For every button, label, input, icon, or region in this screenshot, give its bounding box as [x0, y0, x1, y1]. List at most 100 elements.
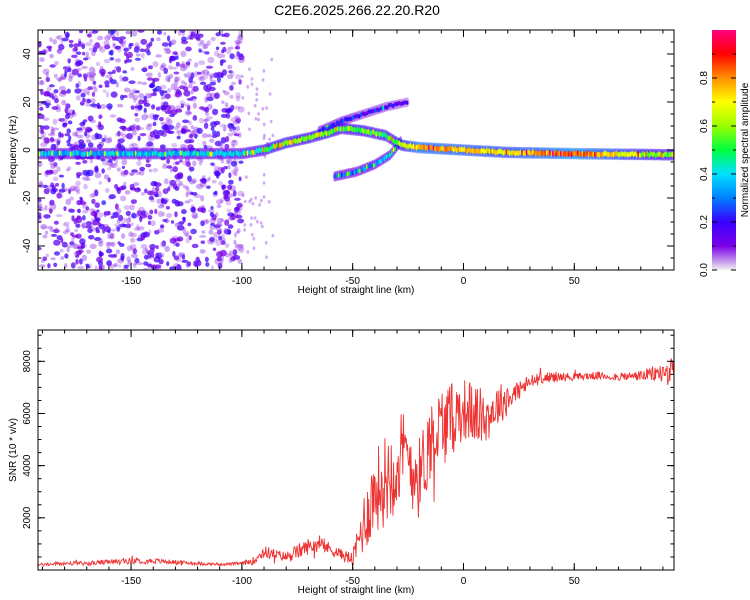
noise-speckle: [75, 189, 81, 195]
main-band-cell: [490, 148, 492, 155]
noise-speckle: [152, 78, 156, 84]
noise-speckle: [140, 210, 146, 215]
main-band-cell: [466, 148, 469, 155]
noise-speckle: [75, 129, 84, 133]
noise-speckle: [52, 118, 58, 125]
noise-speckle: [128, 172, 136, 176]
noise-speckle: [195, 36, 201, 42]
main-band-cell: [379, 131, 382, 137]
noise-speckle: [87, 115, 94, 122]
main-band-cell: [181, 150, 184, 157]
noise-speckle: [79, 258, 83, 265]
noise-speckle: [177, 30, 181, 36]
noise-speckle: [71, 236, 75, 242]
upper-branch-cell: [362, 111, 365, 116]
main-band-cell: [142, 151, 145, 157]
main-band-cell: [353, 126, 356, 133]
noise-speckle: [192, 214, 198, 220]
noise-speckle: [81, 121, 86, 125]
noise-speckle: [178, 221, 185, 225]
main-band-cell: [159, 151, 162, 158]
noise-speckle: [96, 256, 103, 263]
main-band-cell: [40, 151, 42, 157]
main-band-cell: [72, 150, 75, 156]
main-band-cell: [79, 149, 81, 156]
noise-speckle: [161, 240, 166, 247]
x-tick-label: -100: [232, 576, 252, 587]
main-band-cell: [516, 150, 519, 157]
noise-speckle: [159, 258, 164, 264]
main-band-cell: [455, 147, 458, 154]
noise-speckle: [159, 117, 164, 122]
noise-speckle: [227, 64, 233, 70]
noise-speckle: [223, 32, 230, 38]
noise-speckle: [262, 195, 266, 199]
noise-speckle: [59, 248, 64, 253]
noise-speckle: [217, 166, 224, 172]
noise-speckle: [52, 161, 59, 169]
noise-speckle: [121, 233, 126, 239]
noise-speckle: [156, 30, 163, 35]
main-band-cell: [355, 126, 357, 133]
main-band-cell: [310, 134, 312, 141]
noise-speckle: [86, 91, 91, 96]
noise-speckle: [183, 90, 191, 97]
main-band-cell: [621, 151, 624, 158]
lower-branch-cell: [342, 172, 345, 178]
noise-speckle: [237, 218, 245, 224]
noise-speckle: [70, 232, 75, 237]
noise-speckle: [118, 214, 124, 222]
main-band-cell: [289, 139, 292, 146]
main-band-cell: [361, 127, 364, 134]
noise-speckle: [161, 108, 166, 112]
noise-speckle: [45, 71, 49, 78]
main-band-cell: [452, 147, 455, 153]
noise-speckle: [220, 137, 227, 144]
noise-speckle: [56, 192, 62, 199]
noise-speckle: [237, 258, 243, 264]
noise-speckle: [215, 46, 220, 51]
noise-speckle: [148, 168, 153, 173]
noise-speckle: [185, 187, 190, 192]
main-band-cell: [170, 151, 173, 158]
noise-speckle: [117, 138, 125, 144]
noise-speckle: [250, 216, 254, 220]
noise-speckle: [64, 253, 69, 259]
noise-speckle: [164, 178, 169, 185]
noise-speckle: [75, 95, 81, 101]
noise-speckle: [70, 262, 76, 269]
noise-speckle: [220, 41, 226, 45]
main-band-cell: [592, 151, 595, 158]
noise-speckle: [162, 211, 166, 217]
main-band-cell: [58, 150, 61, 156]
noise-speckle: [92, 68, 96, 75]
noise-speckle: [116, 219, 121, 224]
main-band-cell: [504, 149, 506, 156]
noise-speckle: [194, 134, 198, 139]
colorbar-tick-label: 0.2: [699, 215, 710, 229]
noise-speckle: [81, 254, 88, 262]
noise-speckle: [220, 113, 228, 118]
noise-speckle: [166, 165, 173, 169]
noise-speckle: [123, 87, 131, 93]
main-band-cell: [424, 144, 427, 151]
y-tick-label: 0: [22, 147, 33, 153]
main-band-cell: [409, 142, 412, 149]
upper-branch-cell: [356, 113, 359, 119]
noise-speckle: [147, 252, 152, 259]
main-band-cell: [389, 135, 391, 142]
main-band-cell: [649, 150, 652, 157]
noise-speckle: [86, 98, 92, 104]
main-band-cell: [572, 150, 575, 156]
lower-branch-cell: [369, 163, 372, 169]
main-band-cell: [139, 151, 142, 158]
noise-speckle: [73, 185, 80, 192]
main-band-cell: [262, 146, 264, 153]
noise-speckle: [230, 160, 238, 167]
noise-speckle: [167, 35, 171, 42]
noise-speckle: [206, 178, 211, 182]
noise-speckle: [218, 181, 223, 186]
noise-speckle: [69, 112, 74, 119]
main-band-cell: [49, 150, 52, 157]
noise-speckle: [137, 30, 145, 33]
